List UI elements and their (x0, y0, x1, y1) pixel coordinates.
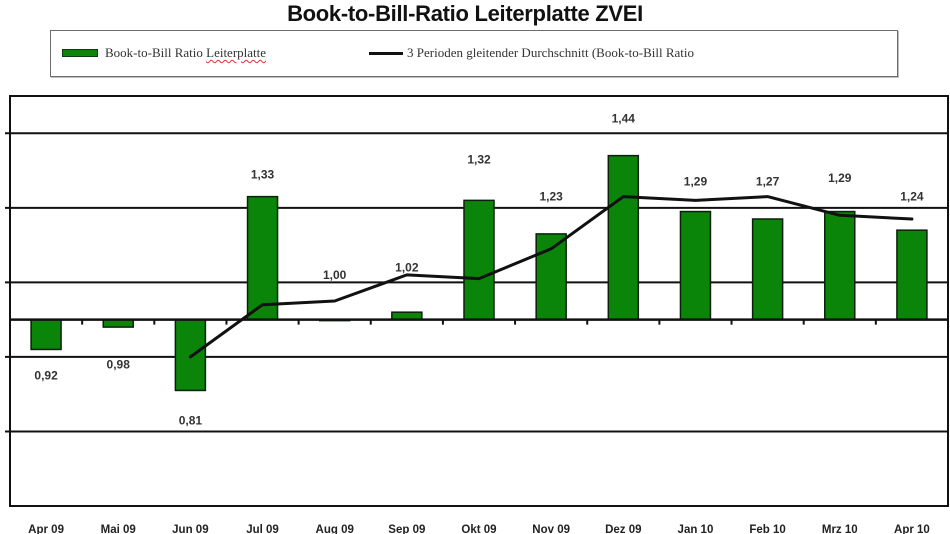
data-label: 0,92 (34, 369, 58, 383)
data-label: 1,33 (251, 167, 275, 181)
x-axis-label: Jul 09 (246, 524, 279, 534)
x-axis-label: Apr 10 (894, 524, 930, 534)
bar (751, 218, 784, 321)
data-label: 1,27 (756, 175, 780, 189)
x-axis-label: Jan 10 (678, 524, 714, 534)
data-label: 1,23 (539, 190, 563, 204)
data-label: 1,44 (612, 111, 636, 125)
data-label: 1,29 (828, 171, 852, 185)
x-axis-label: Dez 09 (605, 524, 641, 534)
bar (535, 233, 567, 321)
data-label: 1,32 (467, 152, 491, 166)
bar (30, 318, 62, 351)
x-axis-label: Okt 09 (461, 524, 496, 534)
x-axis-label: Apr 09 (28, 524, 64, 534)
x-axis-label: Sep 09 (388, 524, 425, 534)
data-label: 1,02 (395, 260, 419, 274)
bar (246, 195, 279, 321)
legend-item-line-series: 3 Perioden gleitender Durchschnitt (Book… (369, 45, 694, 61)
legend-bar-label-misspelled-word: Leiterplatte (206, 45, 267, 60)
bar (679, 210, 712, 321)
x-axis-label: Nov 09 (532, 524, 570, 534)
x-axis-label: Mrz 10 (822, 524, 858, 534)
bar (896, 229, 928, 321)
chart-title: Book-to-Bill-Ratio Leiterplatte ZVEI (287, 1, 643, 26)
legend-bar-label: Book-to-Bill Ratio (105, 45, 203, 60)
data-label: 1,00 (323, 268, 347, 282)
data-label: 1,29 (684, 175, 708, 189)
x-axis-label: Jun 09 (172, 524, 208, 534)
x-axis-label: Feb 10 (749, 524, 785, 534)
legend-line-label: 3 Perioden gleitender Durchschnitt (Book… (407, 45, 695, 60)
data-label: 0,81 (179, 413, 203, 427)
data-label: 0,98 (107, 357, 131, 371)
chart-legend: Book-to-Bill Ratio Leiterplatte 3 Period… (50, 30, 898, 77)
bar (174, 318, 207, 392)
bar (463, 199, 495, 321)
bar (607, 154, 640, 321)
bar (824, 210, 856, 321)
x-axis-label: Aug 09 (316, 524, 354, 534)
x-axis-label: Mai 09 (101, 524, 136, 534)
black-line-swatch-icon (369, 51, 403, 55)
moving-average-line (188, 195, 914, 359)
data-label: 1,24 (900, 190, 924, 204)
legend-item-bar-series: Book-to-Bill Ratio Leiterplatte (62, 45, 266, 61)
green-bar-swatch-icon (62, 49, 98, 57)
